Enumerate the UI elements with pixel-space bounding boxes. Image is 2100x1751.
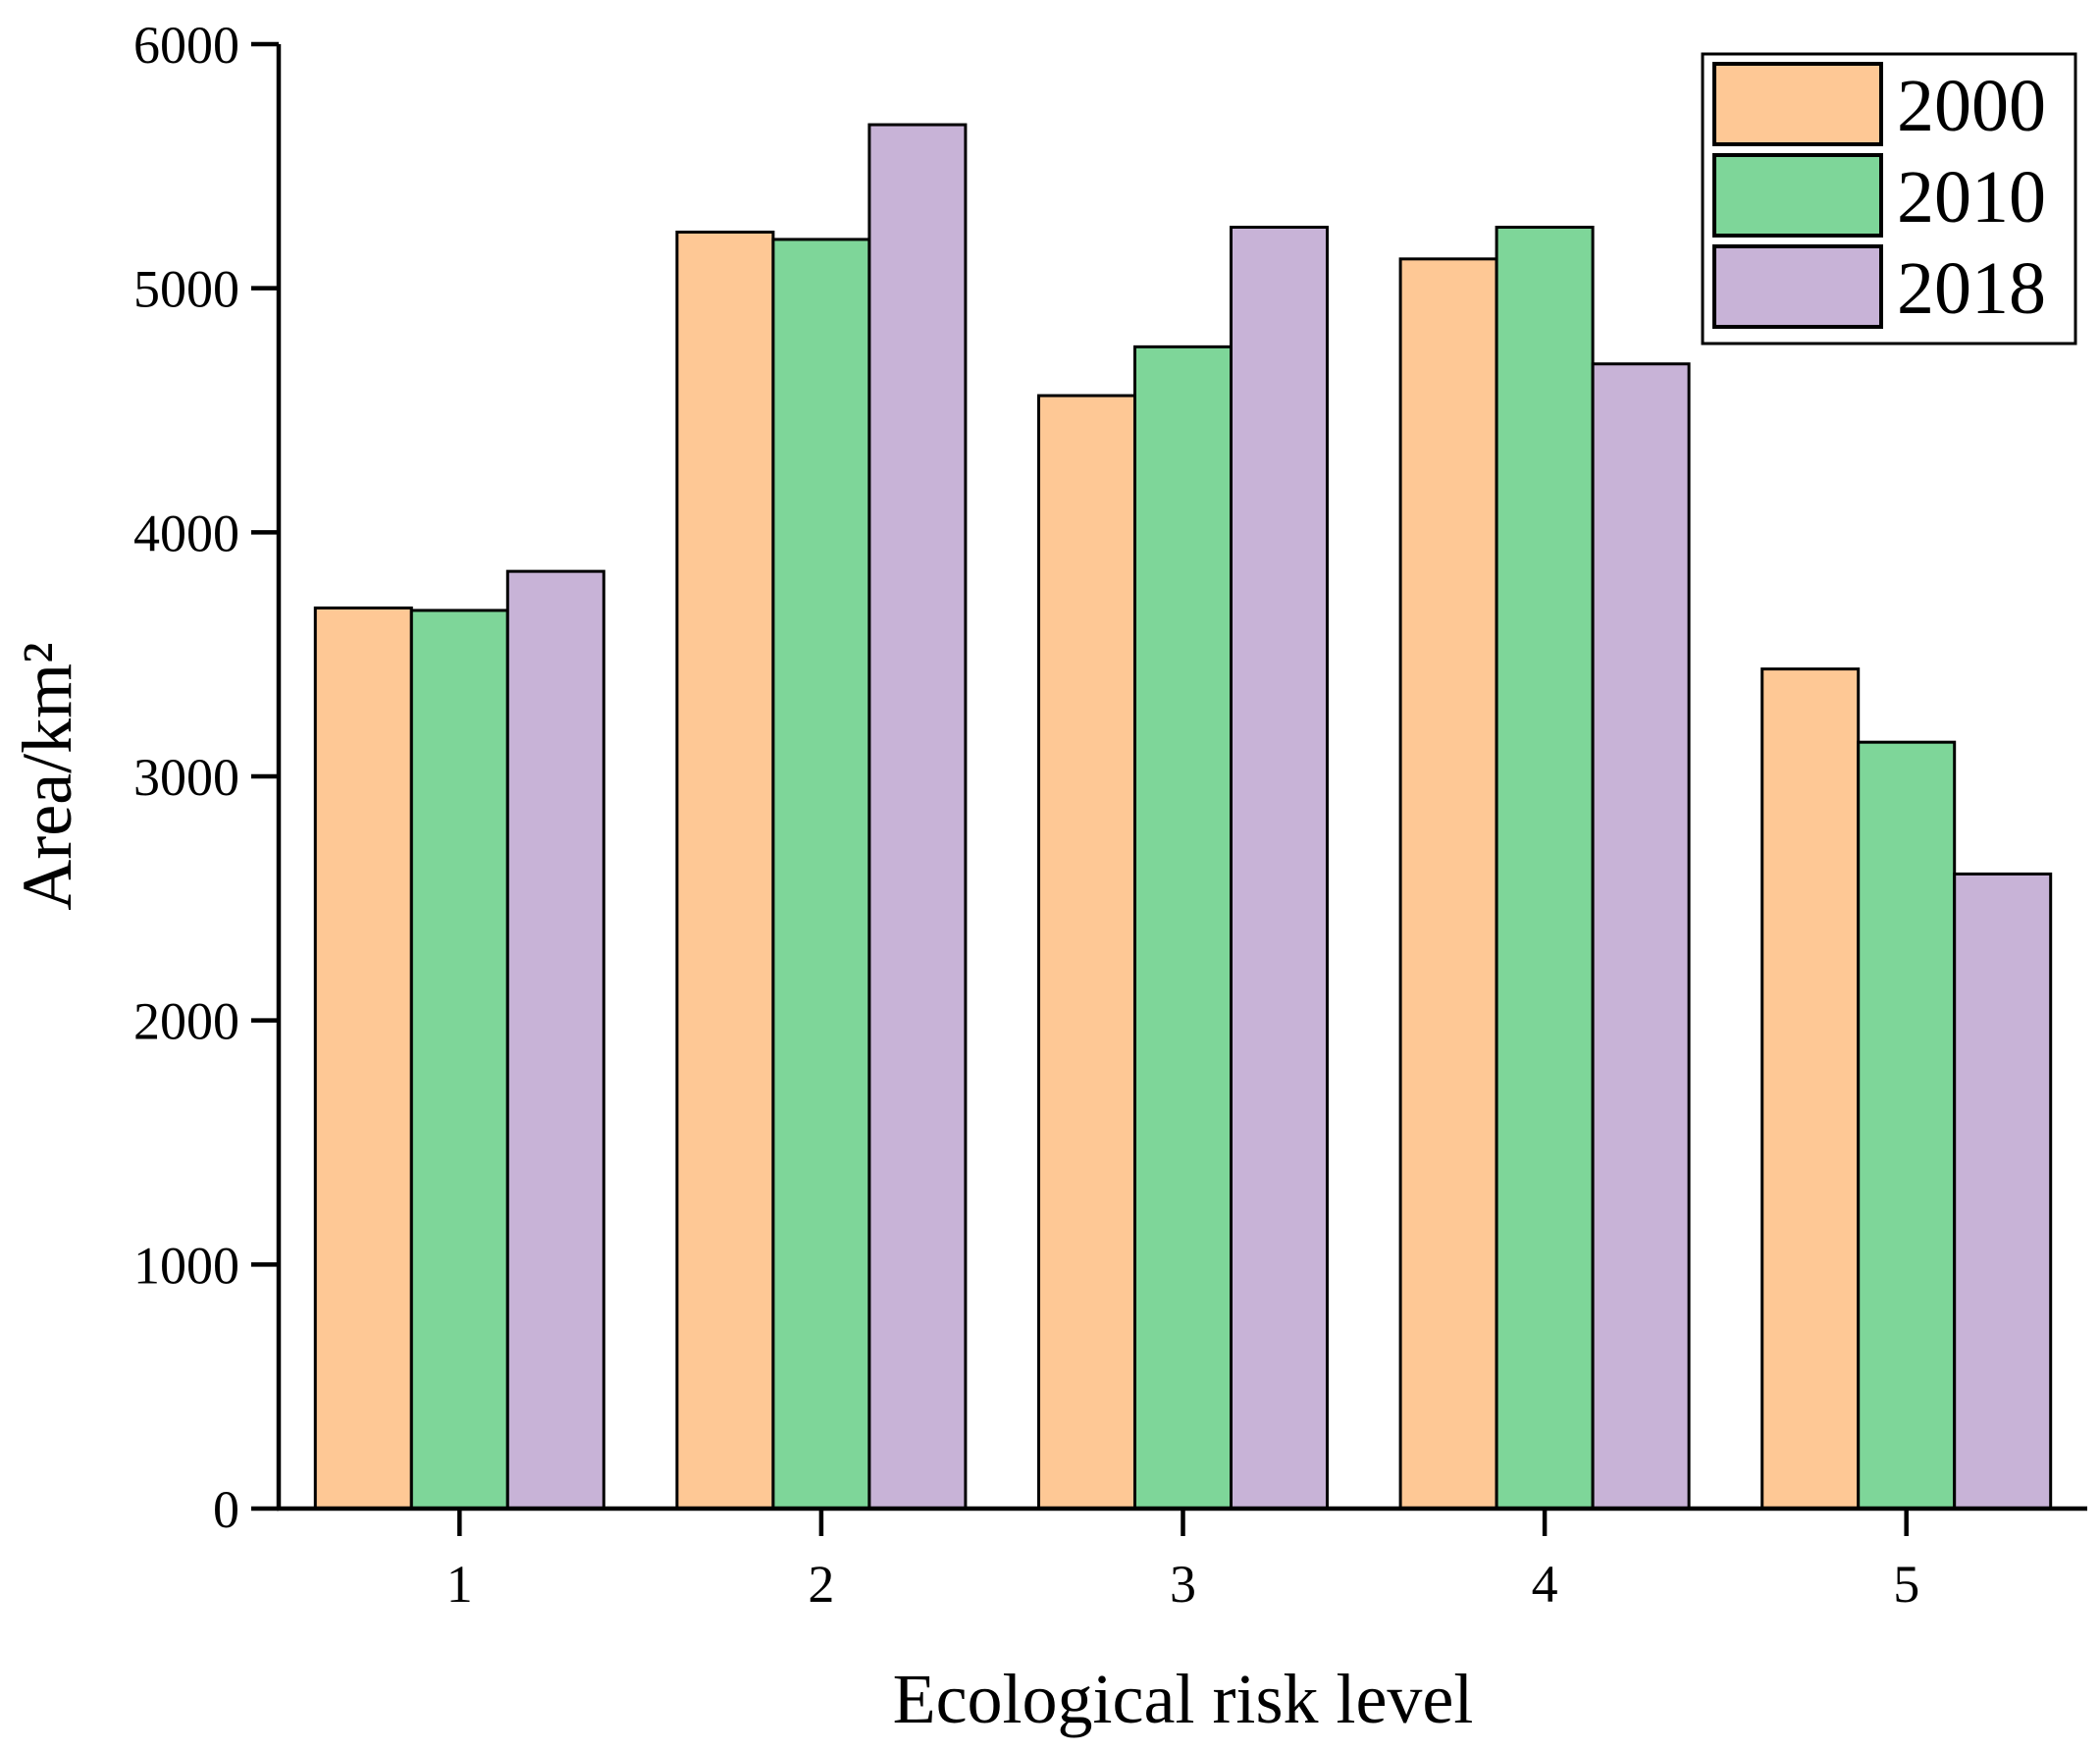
x-tick-label-4: 4 [1532, 1555, 1558, 1614]
y-tick-label-6000: 6000 [133, 16, 239, 75]
bar-2018-level-3 [1230, 226, 1329, 1511]
bar-2018-level-5 [1953, 872, 2053, 1511]
y-tick-label-0: 0 [213, 1480, 239, 1539]
x-tick-label-5: 5 [1893, 1555, 1919, 1614]
bar-2000-level-3 [1037, 394, 1136, 1511]
x-tick-label-2: 2 [808, 1555, 834, 1614]
bar-2010-level-1 [409, 609, 509, 1511]
ticks-layer: 0 1000 2000 3000 4000 5000 6000 1 2 3 4 5 [133, 16, 1919, 1614]
bar-2010-level-4 [1495, 226, 1595, 1511]
bar-2000-level-5 [1760, 667, 1861, 1511]
legend-swatch-2010 [1712, 153, 1883, 238]
bar-2000-level-1 [313, 606, 413, 1511]
legend-swatch-2018 [1712, 244, 1883, 329]
y-tick-label-1000: 1000 [133, 1236, 239, 1295]
bar-2010-level-5 [1857, 740, 1957, 1511]
bars-layer [313, 123, 2053, 1511]
y-tick-label-4000: 4000 [133, 504, 239, 562]
bar-2018-level-2 [867, 123, 968, 1511]
x-tick-label-1: 1 [446, 1555, 473, 1614]
y-axis-title: Area/km² [8, 642, 86, 910]
bar-2000-level-4 [1398, 257, 1498, 1511]
bar-2018-level-4 [1591, 362, 1691, 1511]
bar-2010-level-3 [1133, 345, 1233, 1511]
x-axis-title: Ecological risk level [893, 1660, 1474, 1738]
legend-label-2010: 2010 [1897, 156, 2046, 239]
y-tick-label-2000: 2000 [133, 992, 239, 1051]
bar-2018-level-1 [505, 569, 605, 1511]
x-tick-label-3: 3 [1170, 1555, 1196, 1614]
y-tick-label-3000: 3000 [133, 748, 239, 807]
legend-label-2000: 2000 [1897, 65, 2046, 147]
bar-2010-level-2 [771, 238, 871, 1511]
bar-2000-level-2 [675, 230, 775, 1511]
y-tick-label-5000: 5000 [133, 260, 239, 319]
legend-swatch-2000 [1712, 62, 1883, 146]
legend-label-2018: 2018 [1897, 247, 2046, 330]
